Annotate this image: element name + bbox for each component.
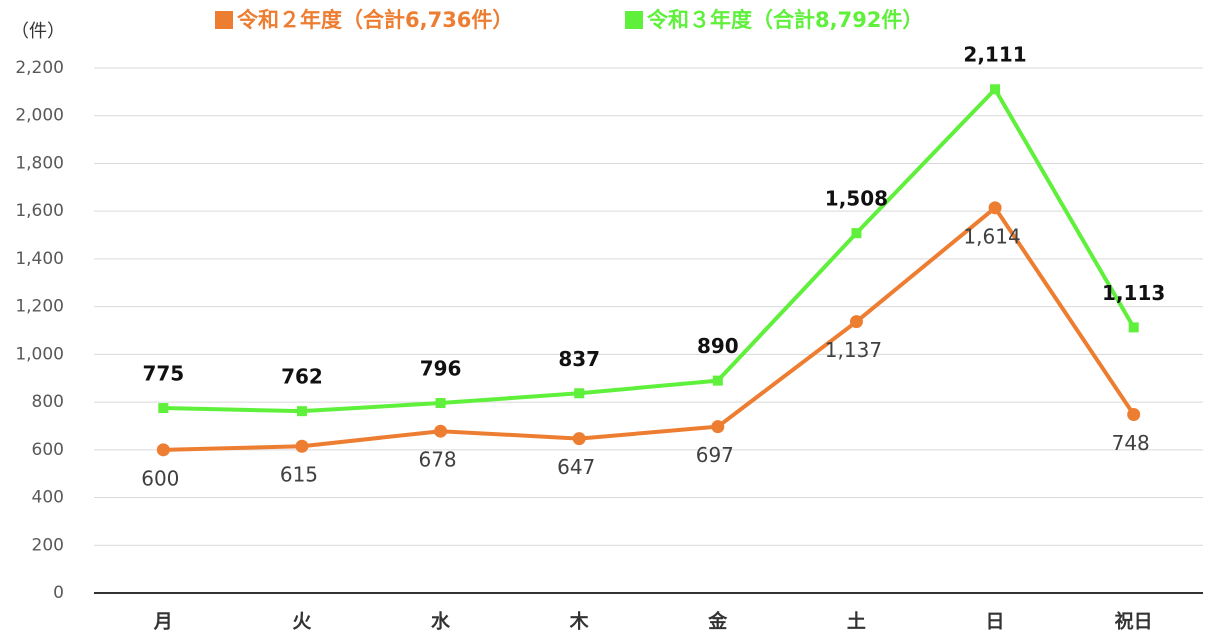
y-tick-label: 1,600: [15, 201, 64, 221]
x-tick-label: 木: [569, 610, 590, 633]
x-tick-label: 火: [292, 611, 312, 633]
y-tick-label: 0: [53, 583, 64, 603]
y-tick-label: 600: [32, 440, 64, 460]
y-tick-label: 1,400: [15, 249, 64, 269]
data-label: 615: [280, 463, 318, 487]
data-label: 2,111: [963, 43, 1026, 67]
y-tick-label: 200: [32, 535, 64, 555]
data-label: 837: [558, 347, 600, 371]
data-label: 796: [420, 357, 462, 381]
legend-label: 令和３年度（合計8,792件）: [647, 8, 923, 32]
data-label: 1,113: [1102, 281, 1165, 305]
legend-label: 令和２年度（合計6,736件）: [237, 8, 513, 32]
y-tick-label: 1,800: [15, 153, 64, 173]
data-label: 762: [281, 365, 323, 389]
point-marker: [712, 375, 723, 386]
y-tick-label: 400: [32, 488, 64, 508]
series-line: [163, 205, 1136, 452]
x-tick-label: 月: [153, 611, 173, 633]
data-label: 890: [697, 334, 739, 358]
point-marker: [851, 228, 862, 239]
point-marker: [156, 443, 170, 457]
y-tick-label: 2,200: [15, 58, 64, 78]
data-label: 678: [418, 448, 456, 472]
point-marker: [158, 403, 169, 414]
point-marker: [711, 420, 725, 434]
data-label: 697: [696, 443, 734, 467]
data-label: 775: [142, 362, 184, 386]
point-marker: [574, 388, 585, 399]
point-marker: [849, 315, 863, 329]
point-marker: [1127, 408, 1141, 421]
data-label: 748: [1112, 431, 1150, 455]
y-tick-label: 800: [32, 392, 64, 412]
x-tick-label: 土: [847, 611, 866, 633]
data-label: 647: [557, 455, 595, 479]
point-marker: [295, 439, 309, 453]
point-marker: [296, 406, 307, 417]
point-marker: [434, 424, 448, 438]
x-tick-label: 祝日: [1115, 610, 1153, 633]
x-tick-label: 日: [986, 611, 1005, 633]
y-unit-label: （件）: [11, 21, 65, 42]
point-marker: [435, 398, 446, 409]
point-marker: [1128, 322, 1139, 333]
x-tick-label: 金: [707, 610, 728, 633]
data-label: 1,614: [963, 224, 1020, 248]
point-marker: [988, 201, 1002, 215]
data-label: 600: [141, 466, 179, 490]
y-tick-label: 1,200: [15, 297, 64, 317]
x-tick-label: 水: [431, 611, 451, 633]
y-tick-label: 1,000: [15, 344, 64, 364]
legend-swatch: [625, 11, 643, 29]
series-line: [163, 87, 1136, 414]
legend-swatch: [215, 11, 233, 29]
data-label: 1,137: [825, 338, 882, 362]
y-tick-label: 2,000: [15, 106, 64, 126]
point-marker: [990, 84, 1001, 95]
point-marker: [572, 432, 586, 446]
data-label: 1,508: [825, 187, 888, 211]
